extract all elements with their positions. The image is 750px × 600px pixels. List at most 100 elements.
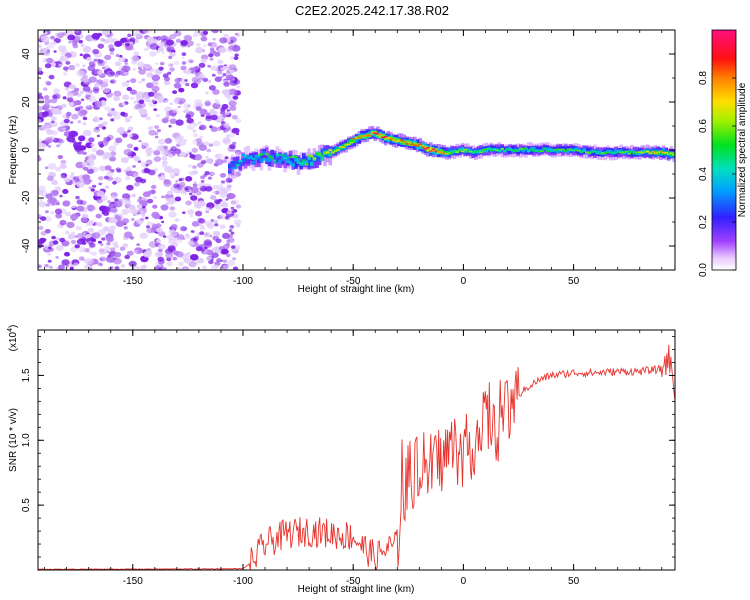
trace-cell	[661, 152, 666, 154]
noise-dot	[106, 242, 111, 246]
noise-dot	[176, 267, 181, 270]
noise-dot	[109, 156, 116, 162]
noise-dot	[114, 61, 122, 67]
noise-dot	[193, 180, 197, 184]
noise-dot	[44, 137, 53, 144]
colorbar: 0.0 0.2 0.4 0.6 0.8 Normalized spectral ampl…	[698, 29, 748, 277]
noise-dot	[166, 261, 173, 267]
noise-dot	[213, 232, 220, 236]
trace-cell	[233, 167, 237, 170]
noise-dot	[127, 155, 132, 159]
noise-dot	[220, 189, 228, 195]
trace-cell	[651, 150, 655, 153]
noise-dot	[183, 103, 191, 109]
noise-dot	[47, 252, 52, 256]
noise-dot	[120, 68, 124, 72]
trace-cell	[365, 134, 370, 137]
noise-dot	[38, 214, 42, 217]
noise-dot	[110, 247, 116, 252]
noise-dot	[228, 100, 237, 107]
noise-dot	[75, 225, 82, 231]
noise-dot	[102, 121, 108, 126]
noise-dot	[225, 177, 233, 183]
trace-cell	[320, 154, 325, 157]
noise-dot	[192, 33, 198, 38]
noise-dot	[187, 209, 195, 215]
noise-dot	[225, 198, 229, 201]
noise-dot	[173, 30, 182, 37]
noise-dot	[188, 69, 192, 73]
trace-cell	[384, 136, 388, 138]
noise-dot	[222, 264, 229, 270]
noise-dot	[76, 70, 85, 77]
noise-dot	[178, 100, 184, 105]
noise-dot	[81, 217, 88, 223]
noise-dot	[144, 47, 148, 52]
noise-dot	[218, 198, 223, 202]
noise-dot	[211, 73, 216, 77]
y-tick-label: 20	[21, 96, 32, 108]
noise-dot	[55, 167, 62, 172]
noise-dot	[183, 109, 190, 114]
noise-dot	[218, 184, 224, 188]
noise-dot	[232, 95, 239, 100]
trace-cell	[598, 152, 602, 155]
snr-y-ticks: 0.5 1.0 1.5	[21, 336, 675, 571]
trace-cell	[270, 149, 274, 158]
noise-dot	[142, 205, 146, 209]
noise-dot	[173, 82, 182, 89]
noise-dot	[197, 217, 204, 223]
noise-dot	[124, 62, 128, 65]
noise-dot	[98, 182, 103, 186]
trace-cell	[370, 131, 375, 134]
trace-cell	[368, 134, 372, 137]
trace-cell	[352, 137, 356, 140]
noise-dot	[75, 195, 80, 200]
trace-cell	[632, 152, 637, 155]
trace-cell	[608, 151, 613, 154]
spectrogram-y-ticks: -40 -20 0 20 40	[21, 29, 675, 271]
trace-cell	[468, 151, 473, 153]
noise-dot	[82, 151, 87, 155]
trace-cell	[275, 153, 280, 156]
noise-dot	[150, 38, 159, 45]
trace-cell	[241, 153, 245, 156]
noise-dot	[109, 71, 115, 76]
trace-cell	[545, 150, 549, 152]
x-tick-label: -150	[123, 276, 143, 287]
x-tick-label: -50	[346, 576, 361, 587]
noise-dot	[149, 51, 157, 57]
noise-dot	[113, 244, 120, 249]
noise-dot	[43, 98, 52, 105]
noise-dot	[96, 134, 100, 138]
noise-dot	[204, 249, 209, 254]
noise-dot	[208, 53, 214, 58]
noise-dot	[167, 245, 176, 252]
noise-dot	[114, 266, 120, 270]
noise-dot	[231, 114, 238, 120]
noise-dot	[133, 146, 139, 151]
noise-dot	[123, 231, 133, 239]
noise-dot	[70, 214, 79, 221]
noise-dot	[199, 226, 205, 231]
trace-cell	[278, 152, 282, 161]
noise-dot	[158, 66, 164, 71]
noise-dot	[66, 111, 72, 117]
noise-dot	[95, 213, 102, 219]
trace-cell	[421, 146, 425, 148]
noise-dot	[163, 80, 171, 86]
noise-dot	[48, 74, 55, 80]
noise-dot	[79, 145, 87, 151]
trace-cell	[529, 148, 534, 151]
noise-dot	[148, 125, 154, 130]
noise-dot	[182, 237, 186, 240]
noise-dot	[38, 156, 41, 160]
trace-cell	[312, 156, 317, 169]
trace-cell	[593, 150, 597, 153]
noise-dot	[178, 261, 184, 267]
noise-dot	[134, 249, 139, 254]
colorbar-tick-label: 0.2	[698, 215, 709, 229]
noise-dot	[113, 257, 122, 265]
noise-dot	[98, 123, 104, 129]
trace-cell	[389, 138, 393, 141]
